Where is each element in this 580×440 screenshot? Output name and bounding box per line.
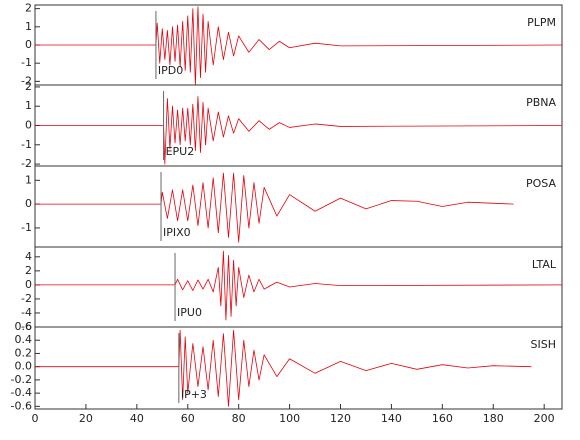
- phase-label: IPU0: [177, 306, 202, 319]
- y-tick-label: -2: [21, 74, 32, 87]
- station-name: LTAL: [532, 258, 557, 271]
- phase-label: EPU2: [166, 145, 195, 158]
- y-tick-label: 1: [25, 173, 32, 186]
- x-tick-label: 0: [32, 412, 39, 425]
- y-tick-label: 0.4: [15, 333, 33, 346]
- phase-label: IP+3: [181, 388, 207, 401]
- phase-label: IPD0: [158, 64, 183, 77]
- station-name: POSA: [526, 177, 556, 190]
- y-tick-label: -0.2: [11, 373, 32, 386]
- waveform: [35, 250, 563, 321]
- x-tick-label: 40: [130, 412, 144, 425]
- y-tick-label: 4: [25, 250, 32, 263]
- x-tick-label: 140: [381, 412, 402, 425]
- y-tick-label: 1: [25, 20, 32, 33]
- phase-label: IPIX0: [163, 226, 191, 239]
- x-tick-label: 60: [181, 412, 195, 425]
- y-tick-label: -0.6: [11, 399, 32, 412]
- y-tick-label: -2: [21, 157, 32, 170]
- station-name: SISH: [531, 338, 556, 351]
- y-tick-label: -0.4: [11, 386, 32, 399]
- y-tick-label: 0: [25, 38, 32, 51]
- x-tick-label: 120: [330, 412, 351, 425]
- x-tick-label: 200: [534, 412, 555, 425]
- x-tick-label: 100: [279, 412, 300, 425]
- y-tick-label: -6: [21, 320, 32, 333]
- y-tick-label: 0.6: [15, 320, 33, 333]
- waveform: [35, 6, 563, 86]
- y-tick-label: -1: [21, 138, 32, 151]
- y-tick-label: 0: [25, 197, 32, 210]
- y-tick-label: 0: [25, 278, 32, 291]
- panel-frame: [34, 326, 563, 410]
- panel-frame: [34, 246, 563, 328]
- panel-frame: [34, 165, 563, 248]
- y-tick-label: -4: [21, 306, 32, 319]
- waveform: [35, 329, 532, 407]
- x-tick-label: 160: [432, 412, 453, 425]
- y-tick-label: 0: [25, 119, 32, 132]
- x-tick-label: 80: [232, 412, 246, 425]
- y-tick-label: -1: [21, 56, 32, 69]
- station-name: PLPM: [527, 16, 556, 29]
- waveform: [35, 172, 514, 243]
- y-tick-label: 2: [25, 2, 32, 15]
- x-tick-label: 20: [79, 412, 93, 425]
- x-tick-label: 180: [483, 412, 504, 425]
- y-tick-label: -2: [21, 292, 32, 305]
- waveform: [35, 96, 563, 165]
- y-tick-label: 0.0: [15, 360, 33, 373]
- y-tick-label: 0.2: [15, 346, 33, 359]
- y-tick-label: 1: [25, 99, 32, 112]
- y-tick-label: 2: [25, 80, 32, 93]
- y-tick-label: -1: [21, 221, 32, 234]
- y-tick-label: 2: [25, 264, 32, 277]
- station-name: PBNA: [526, 96, 556, 109]
